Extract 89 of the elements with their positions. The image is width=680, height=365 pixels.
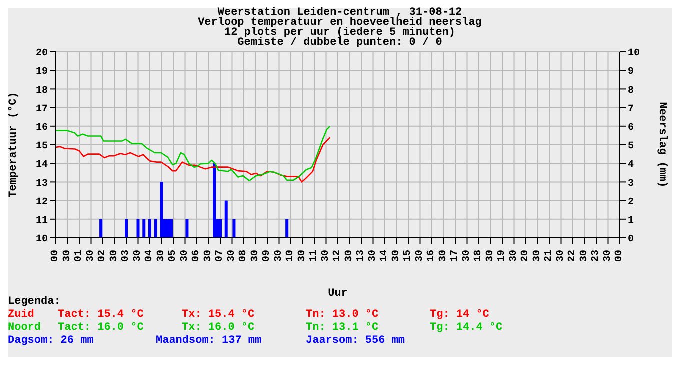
x-tick-label: 05 (168, 250, 179, 262)
x-tick-label: 00 (614, 250, 626, 262)
x-tick-label: 30 (250, 250, 262, 262)
text: Tn: 13.1 °C (306, 322, 380, 335)
y2-tick-label: 0 (628, 234, 634, 246)
x-tick-label: 30 (556, 250, 567, 262)
y2-tick-label: 8 (628, 86, 634, 97)
text: Tact: 16.0 °C (58, 322, 145, 335)
x-tick-label: 30 (226, 250, 238, 262)
x-tick-label: 30 (203, 250, 214, 262)
x-tick-label: 13 (356, 250, 367, 262)
x-tick-label: 09 (262, 250, 273, 262)
text: Gemiste / dubbele punten: 0 / 0 (236, 37, 442, 49)
x-tick-label: 30 (532, 250, 544, 262)
y-tick-label: 16 (36, 122, 48, 134)
text: Tx: 16.0 °C (182, 322, 256, 335)
y2-tick-label: 6 (628, 122, 634, 134)
x-tick-label: 30 (180, 250, 191, 262)
text: Maandsom: 137 mm (156, 335, 263, 348)
x-tick-label: 30 (86, 250, 97, 262)
text: Tg: 14 °C (430, 309, 490, 322)
x-tick-label: 17 (450, 250, 461, 262)
x-tick-label: 30 (109, 250, 120, 262)
x-tick-label: 30 (132, 250, 144, 262)
y-axis-title: Temperatuur (°C) (8, 92, 20, 198)
x-tick-label: 30 (462, 250, 473, 262)
x-tick-label: 30 (485, 250, 496, 262)
text: Dagsom: 26 mm (8, 335, 95, 348)
x-tick-label: 07 (215, 250, 226, 262)
x-tick-label: 21 (544, 250, 555, 262)
x-tick-label: 30 (508, 250, 520, 262)
y-tick-label: 15 (36, 142, 48, 153)
text: Noord (8, 322, 42, 335)
y2-tick-label: 9 (628, 67, 634, 78)
x-tick-label: 23 (591, 250, 602, 262)
y-tick-label: 20 (36, 48, 48, 60)
x-tick-label: 30 (344, 250, 356, 262)
x-tick-label: 30 (274, 250, 285, 262)
x-tick-label: 10 (286, 250, 296, 262)
y-tick-label: 12 (36, 197, 48, 208)
x-tick-label: 18 (474, 250, 484, 262)
y2-tick-label: 3 (628, 178, 634, 190)
x-tick-label: 14 (380, 250, 390, 262)
x-tick-label: 01 (74, 250, 85, 262)
y-tick-label: 14 (36, 160, 48, 172)
text: Legenda: (8, 296, 61, 308)
x-tick-label: 30 (391, 250, 402, 262)
x-tick-label: 30 (320, 250, 332, 262)
x-tick-label: 20 (520, 250, 532, 262)
y2-tick-label: 1 (628, 216, 634, 227)
text: Tx: 15.4 °C (182, 309, 256, 322)
x-tick-label: 00 (50, 250, 62, 262)
y-tick-label: 18 (36, 86, 48, 97)
y-tick-label: 17 (36, 104, 48, 116)
x-tick-label: 16 (426, 250, 438, 262)
y2-tick-label: 2 (628, 197, 634, 208)
x-tick-label: 22 (568, 250, 578, 262)
x-tick-label: 30 (579, 250, 590, 262)
x-tick-label: 30 (156, 250, 168, 262)
x-tick-label: 12 (332, 250, 344, 262)
x-tick-label: 30 (62, 250, 74, 262)
x-tick-label: 11 (309, 250, 320, 262)
x-tick-label: 19 (497, 250, 508, 262)
y2-axis-title: Neerslag (mm) (656, 102, 668, 188)
x-tick-label: 03 (121, 250, 132, 262)
y2-tick-label: 4 (628, 160, 634, 172)
x-tick-label: 30 (602, 250, 614, 262)
x-tick-label: 04 (144, 250, 156, 262)
y2-tick-label: 5 (628, 142, 634, 153)
y-tick-label: 19 (36, 67, 48, 78)
x-tick-label: 30 (368, 250, 379, 262)
text: Tn: 13.0 °C (306, 309, 380, 322)
x-tick-label: 30 (297, 250, 308, 262)
text: Zuid (8, 309, 36, 322)
x-tick-label: 15 (403, 250, 414, 262)
y-tick-label: 13 (36, 178, 48, 190)
x-tick-label: 06 (192, 250, 202, 262)
y2-tick-label: 7 (628, 104, 634, 116)
text: Tg: 14.4 °C (430, 322, 504, 335)
text: Jaarsom: 556 mm (306, 335, 406, 348)
text: Tact: 15.4 °C (58, 309, 145, 322)
y2-tick-label: 10 (628, 48, 640, 60)
x-tick-label: 08 (238, 250, 250, 262)
y-tick-label: 10 (36, 234, 48, 246)
x-tick-label: 02 (98, 250, 108, 262)
x-tick-label: 30 (438, 250, 450, 262)
x-axis-title: Uur (328, 288, 348, 300)
y-tick-label: 11 (36, 216, 48, 227)
x-tick-label: 30 (414, 250, 426, 262)
